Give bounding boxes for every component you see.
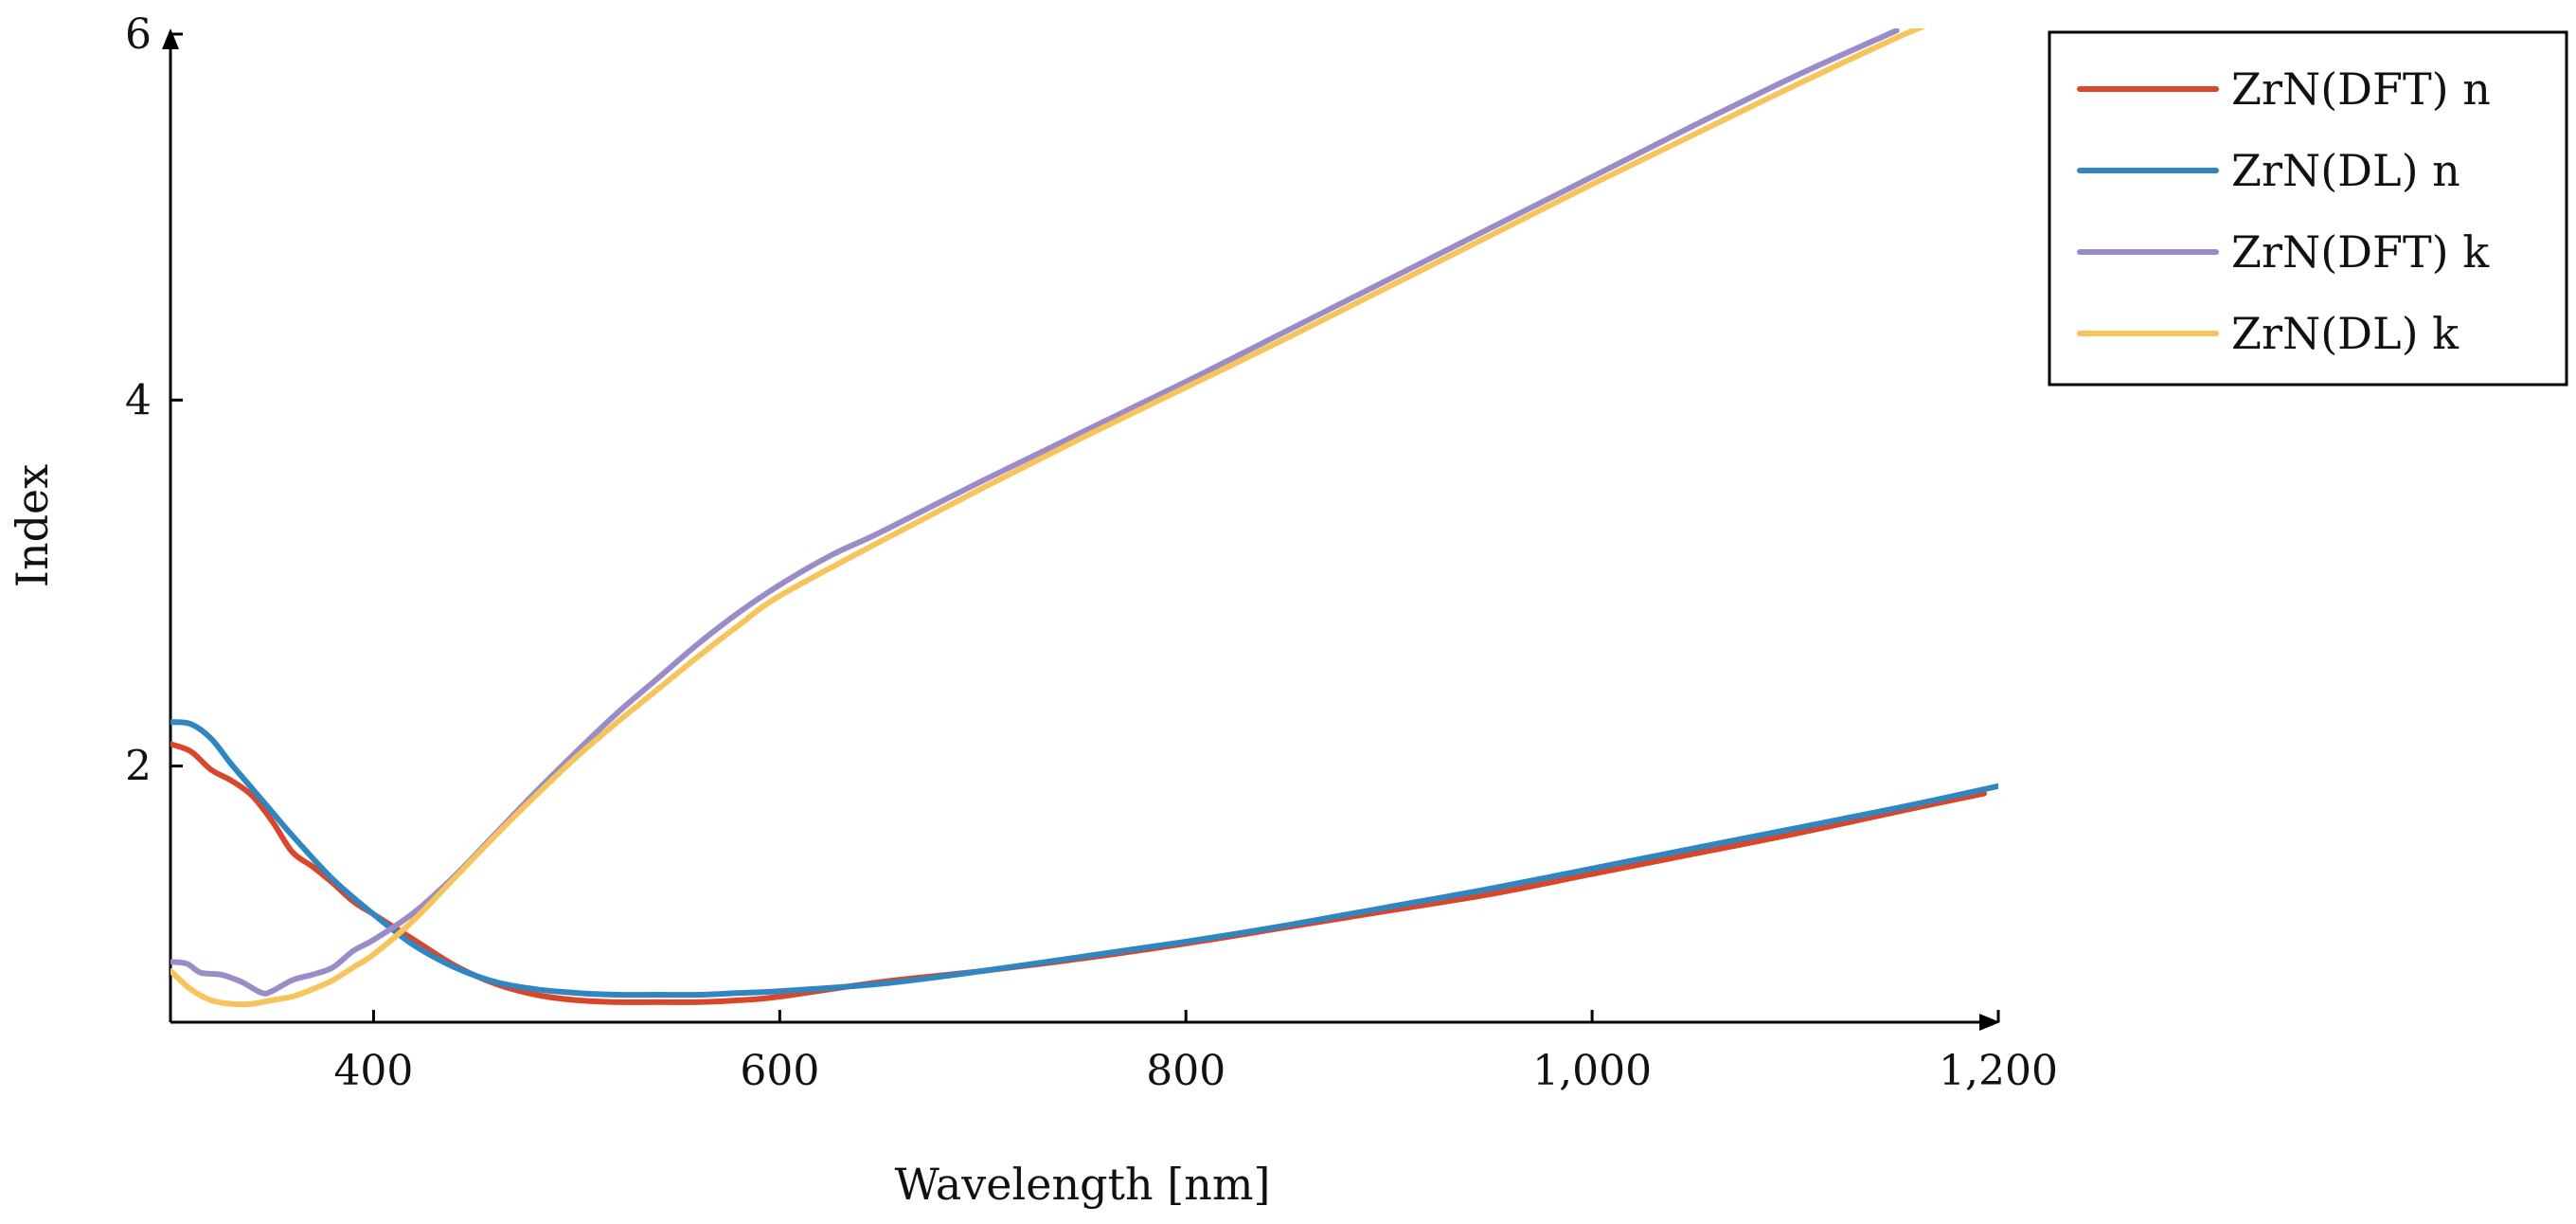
y-axis-arrow — [162, 28, 179, 49]
x-axis-arrow — [1979, 1014, 2000, 1031]
legend-items: ZrN(DFT) n ZrN(DL) n ZrN(DFT) k ZrN(DL) k — [2077, 63, 2491, 359]
legend-label: ZrN(DL) k — [2231, 308, 2460, 359]
y-ticks: 2 4 6 — [125, 10, 183, 791]
series-group — [170, 28, 1998, 1008]
legend-label: ZrN(DL) n — [2231, 145, 2460, 196]
legend-label: ZrN(DFT) n — [2231, 63, 2491, 115]
x-tick-label: 1,000 — [1532, 1047, 1652, 1095]
legend: ZrN(DFT) n ZrN(DL) n ZrN(DFT) k ZrN(DL) k — [2048, 30, 2568, 387]
x-tick-label: 600 — [740, 1047, 819, 1095]
legend-item-zrn-dft-k: ZrN(DFT) k — [2077, 226, 2490, 278]
legend-item-zrn-dl-k: ZrN(DL) k — [2077, 308, 2460, 359]
axes — [162, 28, 2000, 1031]
x-ticks: 400 600 800 1,000 1,200 — [333, 1010, 2058, 1095]
x-tick-label: 1,200 — [1939, 1047, 2058, 1095]
legend-item-zrn-dl-n: ZrN(DL) n — [2077, 145, 2460, 196]
x-tick-label: 800 — [1146, 1047, 1225, 1095]
x-tick-label: 400 — [333, 1047, 413, 1095]
series-zrn-dl-k-line — [170, 28, 1926, 1008]
y-tick-label: 6 — [125, 10, 152, 59]
y-tick-label: 2 — [125, 743, 152, 791]
legend-item-zrn-dft-n: ZrN(DFT) n — [2077, 63, 2491, 115]
x-axis-title: Wavelength [nm] — [895, 1159, 1271, 1210]
series-zrn-dft-k-line — [170, 28, 1900, 997]
y-axis-title: Index — [7, 464, 58, 587]
legend-label: ZrN(DFT) k — [2231, 226, 2490, 278]
series-zrn-dl-n-line — [170, 719, 1998, 999]
series-zrn-dft-n-line — [170, 741, 1987, 1005]
y-tick-label: 4 — [125, 376, 152, 424]
